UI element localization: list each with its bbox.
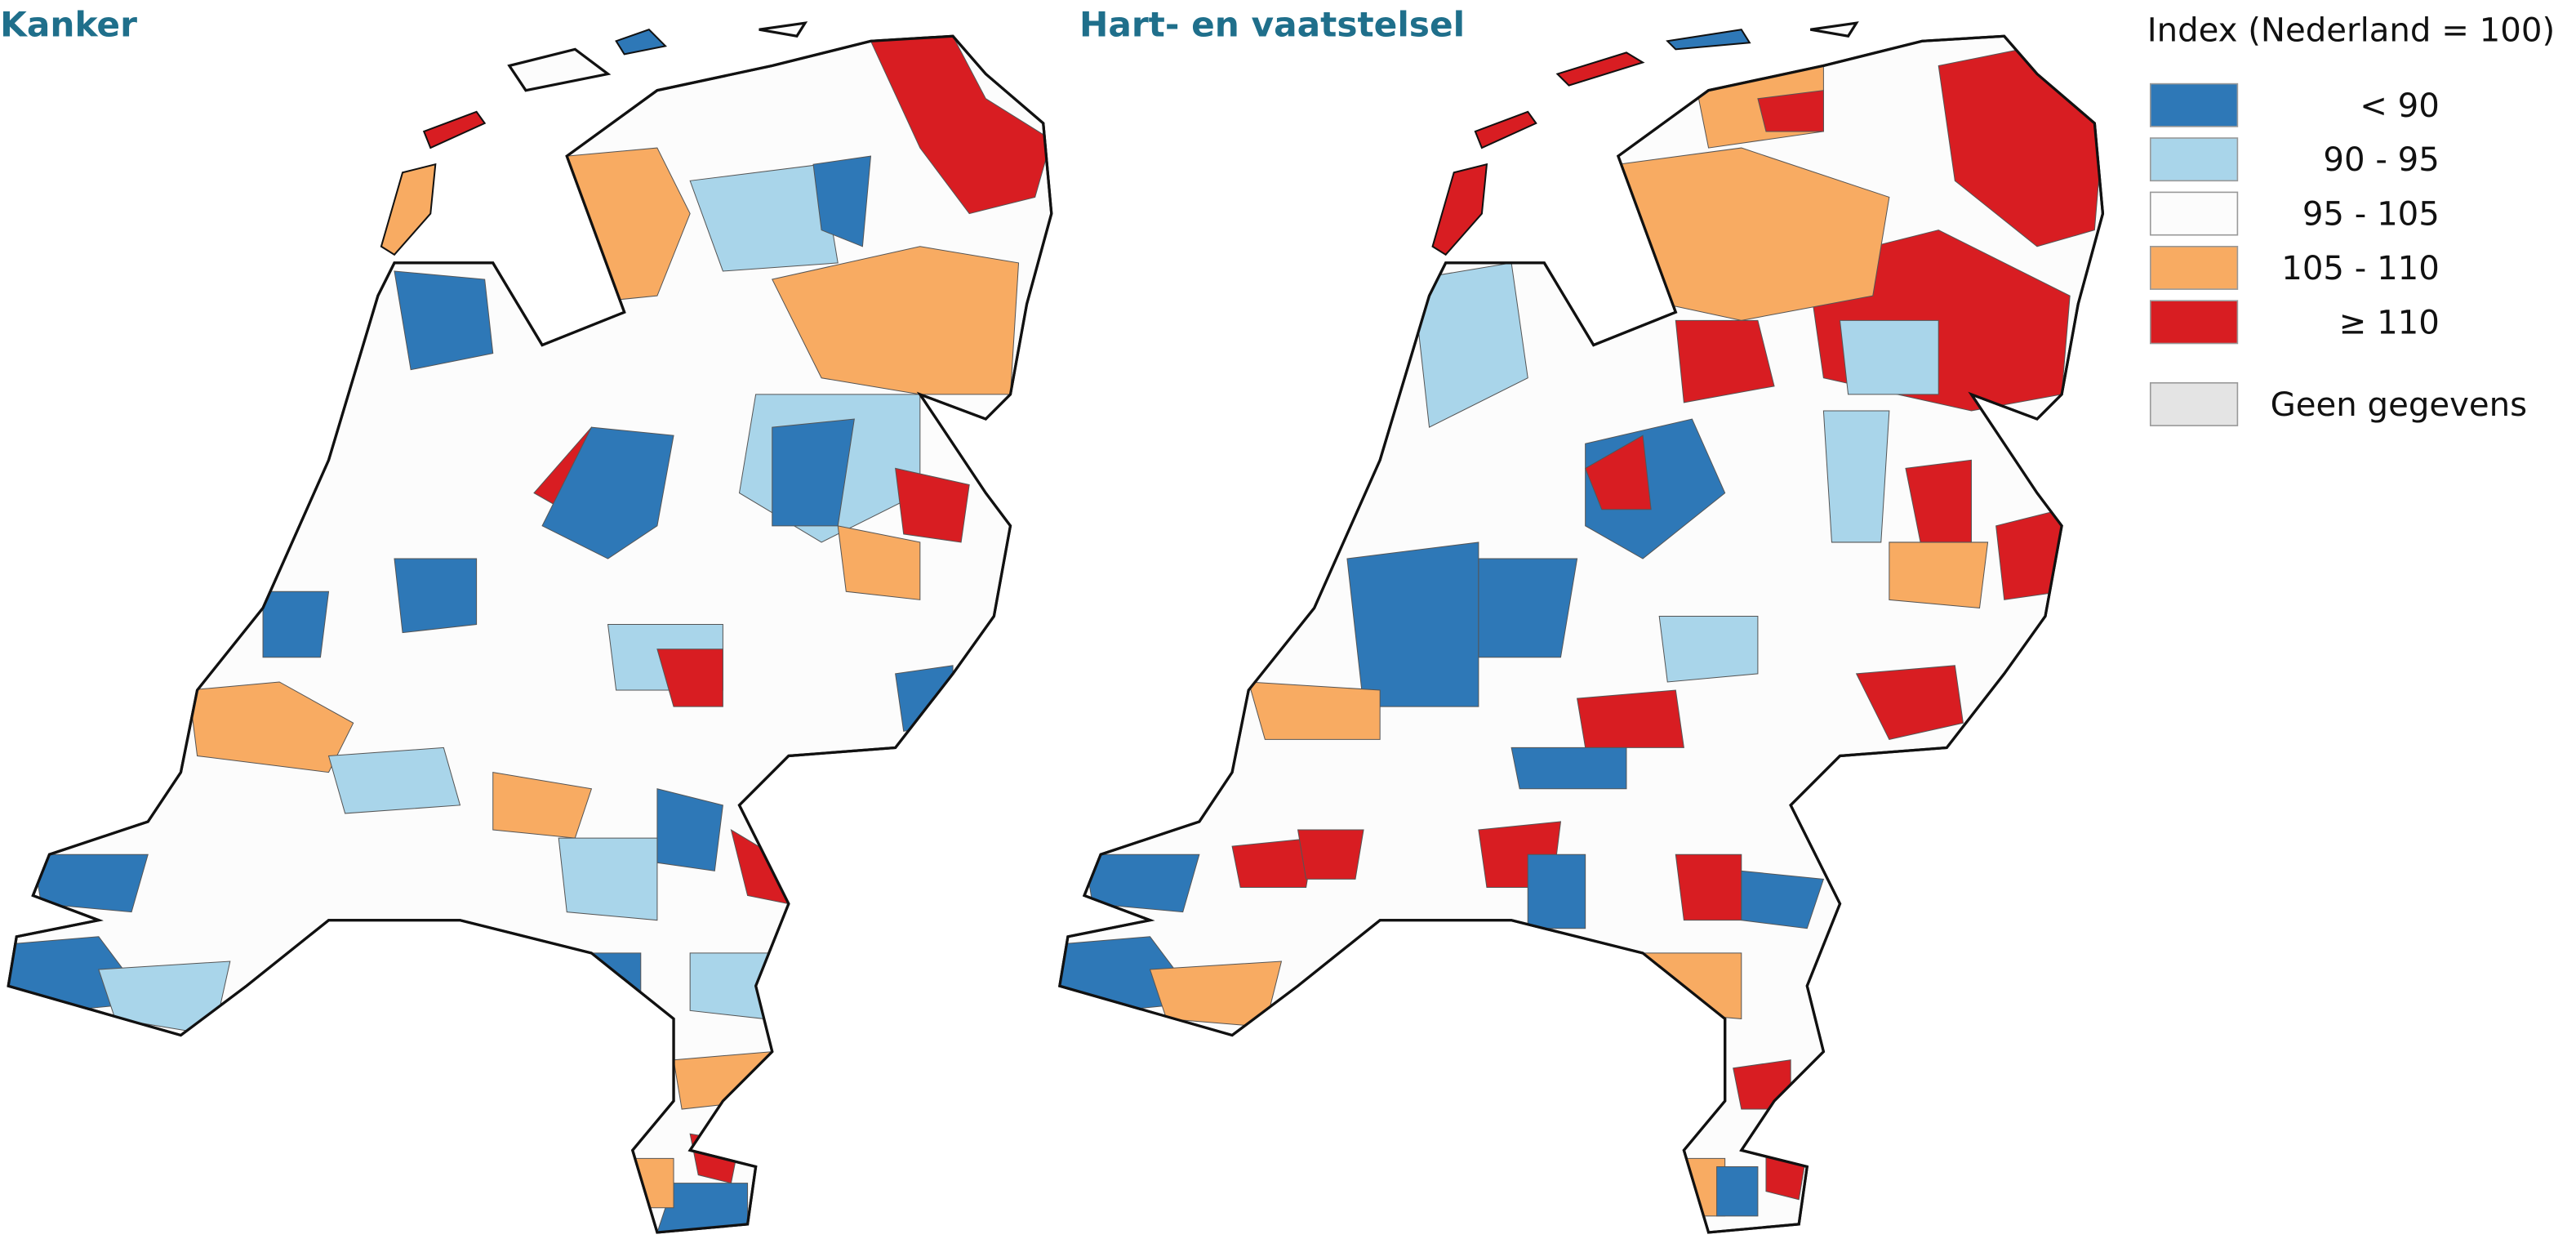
legend-title: Index (Nederland = 100) [2147, 11, 2555, 49]
region [1585, 435, 1652, 510]
region [558, 837, 658, 921]
region [689, 163, 839, 272]
region [188, 681, 354, 773]
region [1577, 689, 1684, 748]
region [1757, 90, 1824, 132]
region [870, 36, 1052, 215]
region [656, 1183, 749, 1232]
region [895, 467, 970, 543]
region [262, 591, 330, 658]
legend-label: 105 - 110 [2281, 250, 2440, 287]
map-right [1058, 21, 2105, 1234]
legend-swatch [2149, 137, 2239, 182]
island [507, 47, 612, 92]
region [1510, 747, 1627, 790]
legend-swatch [2149, 191, 2239, 236]
region [812, 155, 872, 247]
region [1733, 1059, 1791, 1110]
region [656, 648, 723, 707]
map-left [7, 21, 1053, 1234]
legend-label: 90 - 95 [2323, 141, 2439, 179]
legend-label: Geen gegevens [2271, 386, 2527, 424]
region [394, 558, 478, 634]
legend: Index (Nederland = 100) < 90 90 - 95 95 - … [2147, 11, 2555, 426]
region [689, 952, 773, 1019]
region [1642, 952, 1742, 1019]
legend-label: 95 - 105 [2302, 196, 2440, 234]
island [1555, 51, 1645, 87]
region [632, 1157, 674, 1209]
island [380, 163, 437, 256]
region [1346, 542, 1479, 707]
legend-label: < 90 [2360, 87, 2440, 125]
region [1083, 853, 1200, 913]
region [1658, 615, 1759, 683]
legend-swatch [2149, 381, 2239, 426]
island [615, 29, 668, 56]
region [1297, 829, 1364, 880]
region [1675, 853, 1742, 921]
region [32, 853, 149, 913]
region [1675, 319, 1775, 403]
legend-swatch [2149, 300, 2239, 345]
region [1716, 1165, 1759, 1217]
island [1666, 29, 1751, 51]
island [422, 110, 487, 149]
region [1855, 665, 1964, 740]
region [1527, 853, 1586, 929]
legend-swatch [2149, 82, 2239, 127]
region [1412, 262, 1528, 428]
island [1474, 110, 1537, 149]
region [394, 270, 494, 371]
region [327, 747, 461, 814]
region [98, 960, 231, 1036]
region [1478, 558, 1578, 658]
region [1839, 319, 1939, 395]
region [1741, 870, 1825, 929]
region [837, 525, 921, 600]
country-outline [1058, 34, 2105, 1234]
region [590, 952, 642, 1028]
country-outline [7, 34, 1053, 1234]
region [1822, 410, 1890, 543]
legend-label: ≥ 110 [2339, 304, 2440, 341]
region [1231, 837, 1315, 888]
map-title: Kanker [0, 4, 137, 44]
island [759, 21, 808, 38]
region [1248, 681, 1381, 740]
region [541, 426, 674, 559]
region [475, 936, 559, 1003]
island [1431, 163, 1488, 256]
region [895, 665, 954, 732]
map-title: Hart- en vaatstelsel [1079, 4, 1465, 44]
legend-swatch [2149, 245, 2239, 290]
island [1810, 21, 1859, 38]
region [1889, 542, 1989, 608]
